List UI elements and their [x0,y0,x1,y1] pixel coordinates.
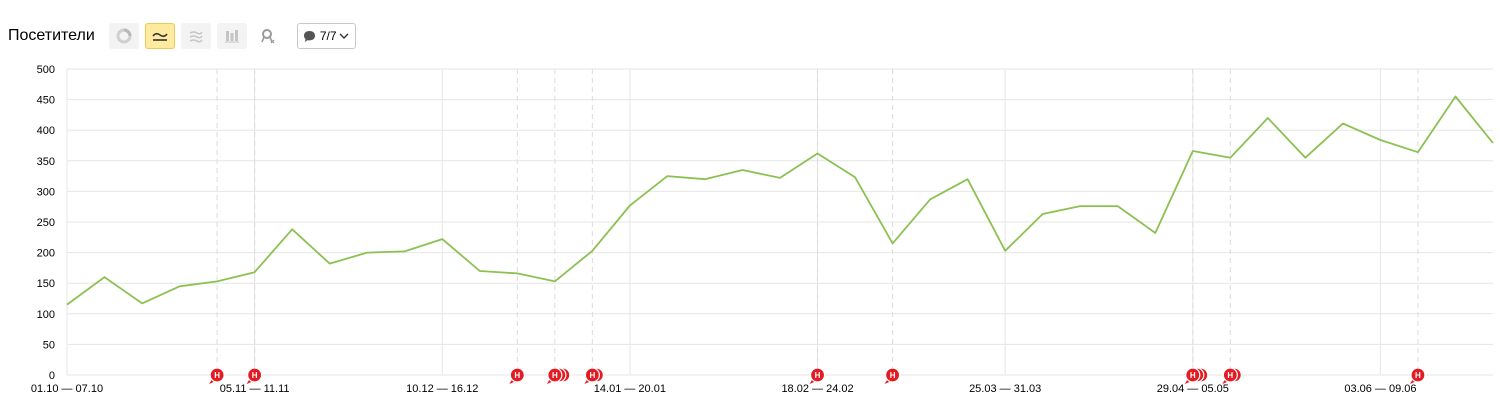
area-chart-icon [189,31,203,43]
comment-marker[interactable]: Н [1222,367,1242,384]
x-tick-label: 10.12 — 16.12 [406,383,478,395]
comment-marker-label: Н [1415,371,1421,380]
comment-marker-head [509,367,525,383]
pie-chart-button[interactable] [108,23,139,49]
comment-marker-label: Н [815,371,821,380]
comment-marker[interactable]: Н [509,367,525,384]
comment-marker[interactable]: Н [884,367,901,384]
comment-marker-label: Н [890,371,896,380]
column-chart-icon [224,30,239,43]
comment-marker[interactable]: Н [1184,367,1209,384]
chart-title: Посетители [8,27,95,44]
line-chart-button[interactable] [144,23,175,49]
x-tick-label: 01.10 — 07.10 [31,383,103,395]
chevron-down-icon [339,33,349,39]
comment-marker-label: Н [552,371,558,380]
x-tick-label: 03.06 — 09.06 [1344,383,1416,395]
comment-marker[interactable]: Н [546,367,571,384]
comment-marker[interactable]: Н [209,367,225,384]
line-chart-icon [152,32,168,41]
comment-marker[interactable]: Н [809,367,826,384]
y-tick-label: 100 [37,309,55,321]
y-tick-label: 250 [37,217,55,229]
comment-marker[interactable]: Н [1409,367,1426,384]
comments-count: 7/7 [319,29,337,43]
comment-marker[interactable]: Н [246,367,263,384]
y-tick-label: 300 [37,186,55,198]
visitors-series-line [66,95,1494,306]
chart-toolbar: Посетители [8,22,356,50]
y-tick-label: 50 [43,339,55,351]
pie-chart-icon [116,28,132,44]
comment-marker-head [1185,367,1201,383]
comment-marker-head [584,367,600,383]
x-tick-label: 25.03 — 31.03 [969,383,1041,395]
y-tick-label: 200 [37,248,55,260]
comment-marker-head [809,367,826,383]
comment-marker-label: Н [589,371,595,380]
comment-marker-head [1222,367,1238,383]
map-pin-icon [261,29,275,44]
x-tick-label: 05.11 — 11.11 [220,383,290,395]
comment-marker-head [247,367,263,383]
map-button[interactable] [253,23,283,49]
comment-marker-label: Н [1190,371,1196,380]
y-tick-label: 0 [49,370,55,382]
column-chart-button[interactable] [216,23,247,49]
comment-marker-head [1410,367,1426,383]
comment-icon [303,30,315,42]
comment-marker-label: Н [252,371,258,380]
x-tick-label: 18.02 — 24.02 [781,383,853,395]
y-tick-label: 450 [37,95,55,107]
comment-marker-head [547,367,563,383]
y-tick-label: 350 [37,156,55,168]
area-chart-button[interactable] [180,23,211,49]
comment-marker-label: Н [1227,371,1233,380]
x-tick-label: 29.04 — 05.05 [1157,383,1229,395]
comment-marker-head [884,367,901,383]
comments-dropdown[interactable]: 7/7 [296,23,356,49]
comment-marker-head [209,367,225,383]
x-tick-label: 14.01 — 20.01 [594,383,666,395]
comment-marker-label: Н [514,371,520,380]
y-tick-label: 150 [37,278,55,290]
y-tick-label: 500 [37,64,55,76]
comment-marker-label: Н [214,371,220,380]
y-tick-label: 400 [37,125,55,137]
comment-marker[interactable]: Н [584,367,604,384]
